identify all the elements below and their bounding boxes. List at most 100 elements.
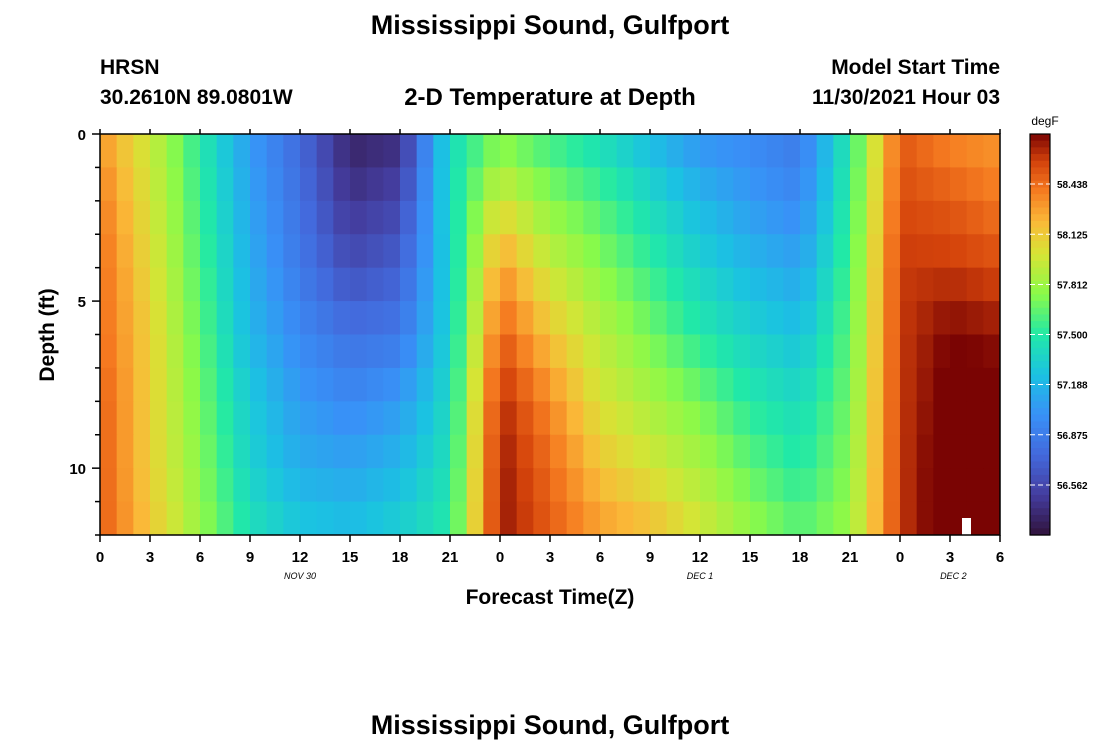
heatmap-cell: [366, 468, 384, 503]
heatmap-cell: [400, 367, 418, 402]
colorbar-unit: degF: [1031, 114, 1058, 128]
heatmap-cell: [400, 200, 418, 235]
heatmap-cell: [733, 334, 751, 369]
heatmap-cell: [933, 301, 951, 336]
heatmap-cell: [633, 234, 651, 269]
heatmap-cell: [333, 434, 351, 469]
heatmap-cell: [700, 367, 718, 402]
x-tick-label: 6: [196, 549, 204, 566]
heatmap-cell: [483, 334, 501, 369]
heatmap-cell: [550, 167, 568, 202]
heatmap-cell: [666, 134, 684, 169]
heatmap-cell: [566, 200, 584, 235]
heatmap-cell: [316, 200, 334, 235]
heatmap-cell: [150, 267, 168, 302]
heatmap-cell: [350, 401, 368, 436]
heatmap-cell: [383, 301, 401, 336]
heatmap-cell: [166, 234, 184, 269]
x-tick-label: 15: [742, 549, 759, 566]
heatmap-cell: [833, 301, 851, 336]
heatmap-cell: [783, 134, 801, 169]
heatmap-cell: [633, 301, 651, 336]
heatmap-cell: [300, 200, 318, 235]
heatmap-cell: [216, 501, 234, 535]
heatmap-cell: [166, 267, 184, 302]
heatmap-cell: [616, 134, 634, 169]
heatmap-cell: [650, 200, 668, 235]
heatmap-cell: [416, 301, 434, 336]
heatmap-cell: [933, 401, 951, 436]
heatmap-cell: [916, 468, 934, 503]
heatmap-cell: [266, 167, 284, 202]
y-tick-label: 10: [69, 461, 86, 478]
heatmap-cell: [883, 167, 901, 202]
heatmap-cell: [816, 200, 834, 235]
heatmap-cell: [583, 267, 601, 302]
heatmap-cell: [150, 401, 168, 436]
colorbar-segment: [1030, 234, 1050, 242]
heatmap-cell: [833, 134, 851, 169]
heatmap-cell: [750, 434, 768, 469]
heatmap-cell: [200, 501, 218, 535]
heatmap-cell: [150, 234, 168, 269]
heatmap-cell: [466, 501, 484, 535]
colorbar-segment: [1030, 301, 1050, 309]
heatmap-cell: [816, 501, 834, 535]
heatmap-cell: [516, 301, 534, 336]
heatmap-cell: [266, 501, 284, 535]
x-tick-label: 21: [442, 549, 459, 566]
heatmap-cell: [750, 134, 768, 169]
heatmap-cell: [700, 301, 718, 336]
heatmap-cell: [566, 301, 584, 336]
heatmap-cell: [750, 167, 768, 202]
heatmap-cell: [133, 401, 151, 436]
colorbar-segment: [1030, 154, 1050, 162]
heatmap-cell: [283, 234, 301, 269]
heatmap-cell: [183, 267, 201, 302]
x-tick-label: 0: [496, 549, 504, 566]
heatmap-cell: [433, 167, 451, 202]
heatmap-cell: [100, 501, 118, 535]
heatmap-cell: [266, 301, 284, 336]
heatmap-cell: [233, 301, 251, 336]
heatmap-cell: [283, 267, 301, 302]
heatmap-cell: [100, 301, 118, 336]
heatmap-cell: [433, 234, 451, 269]
colorbar-label: 58.438: [1057, 180, 1088, 191]
heatmap-cell: [650, 468, 668, 503]
heatmap-cell: [800, 468, 818, 503]
heatmap-cell: [166, 468, 184, 503]
heatmap-cell: [133, 234, 151, 269]
heatmap-cell: [116, 234, 134, 269]
heatmap-cell: [283, 167, 301, 202]
heatmap-cell: [800, 301, 818, 336]
heatmap-cell: [166, 301, 184, 336]
heatmap-cell: [816, 167, 834, 202]
heatmap-cell: [183, 200, 201, 235]
heatmap-cell: [500, 134, 518, 169]
heatmap-cell: [550, 367, 568, 402]
heatmap-cell: [483, 200, 501, 235]
heatmap-cell: [733, 234, 751, 269]
heatmap-cell: [333, 134, 351, 169]
colorbar-segment: [1030, 240, 1050, 249]
heatmap-cell: [200, 468, 218, 503]
colorbar-segment: [1030, 461, 1050, 469]
heatmap-cell: [700, 401, 718, 436]
heatmap-cell: [250, 134, 268, 169]
heatmap-cell: [216, 267, 234, 302]
colorbar-segment: [1030, 428, 1050, 436]
heatmap-cell: [900, 167, 918, 202]
heatmap-cell: [883, 334, 901, 369]
heatmap-cell: [850, 367, 868, 402]
heatmap-cell: [416, 167, 434, 202]
heatmap-cell: [833, 401, 851, 436]
heatmap-cell: [450, 468, 468, 503]
heatmap-cell: [900, 367, 918, 402]
heatmap-cell: [233, 501, 251, 535]
heatmap-cell: [516, 134, 534, 169]
heatmap-cell: [200, 334, 218, 369]
heatmap-cell: [666, 367, 684, 402]
heatmap-cell: [683, 167, 701, 202]
heatmap-cell: [666, 334, 684, 369]
